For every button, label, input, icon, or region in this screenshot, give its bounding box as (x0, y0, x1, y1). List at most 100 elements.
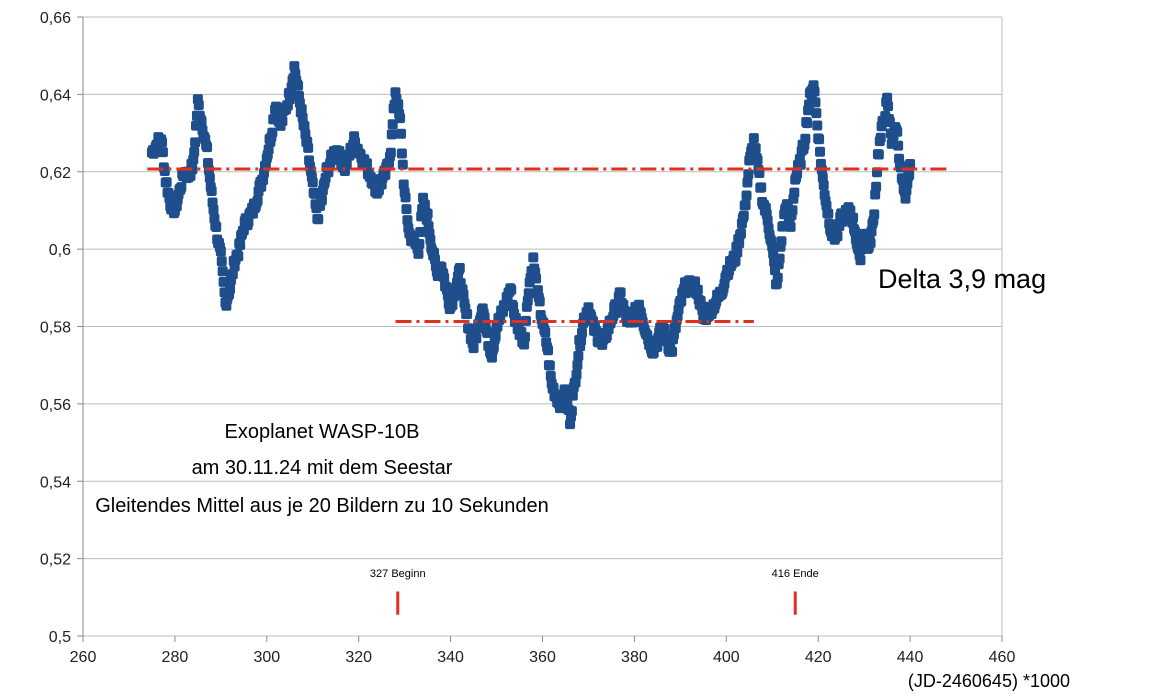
data-point (422, 208, 433, 219)
data-point (577, 327, 588, 338)
data-point (904, 169, 915, 180)
data-points (146, 61, 916, 430)
data-point (303, 142, 314, 153)
data-point (576, 335, 587, 346)
data-point (289, 61, 300, 72)
data-point (800, 133, 811, 144)
x-tick-label: 460 (989, 649, 1016, 666)
delta-label: Delta 3,9 mag (878, 264, 1046, 294)
data-point (756, 182, 767, 193)
data-point (743, 169, 754, 180)
data-point (157, 137, 168, 148)
data-point (821, 200, 832, 211)
data-point (742, 177, 753, 188)
data-point (225, 284, 236, 295)
data-point (506, 284, 517, 295)
x-tick-label: 440 (897, 649, 924, 666)
data-point (297, 112, 308, 123)
data-point (398, 179, 409, 190)
y-tick-label: 0,66 (40, 10, 71, 27)
data-point (789, 187, 800, 198)
data-point (870, 189, 881, 200)
data-point (667, 346, 678, 357)
data-point (202, 142, 213, 153)
data-point (396, 148, 407, 159)
x-tick-label: 300 (253, 649, 280, 666)
data-point (540, 327, 551, 338)
data-point (795, 159, 806, 170)
data-point (873, 149, 884, 160)
x-tick-label: 400 (713, 649, 740, 666)
data-point (215, 246, 226, 257)
data-point (189, 146, 200, 157)
annotation-line-1: Exoplanet WASP-10B (225, 421, 420, 443)
data-point (211, 221, 222, 232)
x-tick-labels: 260 280 300 320 340 360 380 400 420 440 460 (70, 649, 1016, 666)
data-point (159, 165, 170, 176)
data-point (400, 192, 411, 203)
data-point (543, 345, 554, 356)
data-point (196, 116, 207, 127)
event-marker-label: 416 Ende (772, 568, 819, 580)
data-point (176, 182, 187, 193)
data-point (316, 195, 327, 206)
x-tick-label: 260 (70, 649, 97, 666)
data-point (454, 262, 465, 273)
data-point (676, 296, 687, 307)
data-point (216, 256, 227, 267)
y-tick-labels: 0,5 0,52 0,54 0,56 0,58 0,6 0,62 0,64 0,66 (40, 10, 71, 646)
data-point (235, 239, 246, 250)
y-tick-label: 0,64 (40, 87, 71, 104)
data-point (871, 181, 882, 192)
data-point (762, 215, 773, 226)
data-point (571, 369, 582, 380)
data-point (732, 247, 743, 258)
data-point (458, 289, 469, 300)
data-point (741, 190, 752, 201)
x-tick-label: 420 (805, 649, 832, 666)
data-point (341, 159, 352, 170)
data-point (161, 177, 172, 188)
data-point (386, 129, 397, 140)
data-point (785, 221, 796, 232)
data-point (883, 101, 894, 112)
data-point (313, 214, 324, 225)
data-point (425, 234, 436, 245)
data-point (690, 276, 701, 287)
data-point (670, 323, 681, 334)
annotation-line-3: Gleitendes Mittel aus je 20 Bildern zu 1… (95, 495, 549, 517)
data-point (855, 255, 866, 266)
data-point (572, 360, 583, 371)
data-point (447, 300, 458, 311)
data-point (385, 147, 396, 158)
data-point (252, 195, 263, 206)
data-point (811, 108, 822, 119)
reference-lines (147, 167, 947, 323)
y-tick-label: 0,6 (49, 242, 71, 259)
data-point (802, 118, 813, 129)
data-point (471, 333, 482, 344)
data-point (772, 272, 783, 283)
data-point (570, 377, 581, 388)
data-point (534, 296, 545, 307)
data-point (740, 200, 751, 211)
data-point (832, 231, 843, 242)
data-point (776, 236, 787, 247)
data-point (812, 120, 823, 131)
data-point (869, 209, 880, 220)
data-point (157, 147, 168, 158)
data-point (865, 238, 876, 249)
data-point (488, 342, 499, 353)
data-point (414, 239, 425, 250)
data-point (893, 140, 904, 151)
data-point (419, 199, 430, 210)
data-point (823, 208, 834, 219)
data-point (395, 113, 406, 124)
data-point (817, 172, 828, 183)
data-point (615, 287, 626, 298)
data-point (774, 253, 785, 264)
data-point (748, 133, 759, 144)
data-point (293, 80, 304, 91)
data-point (520, 331, 531, 342)
y-tick-label: 0,62 (40, 165, 71, 182)
